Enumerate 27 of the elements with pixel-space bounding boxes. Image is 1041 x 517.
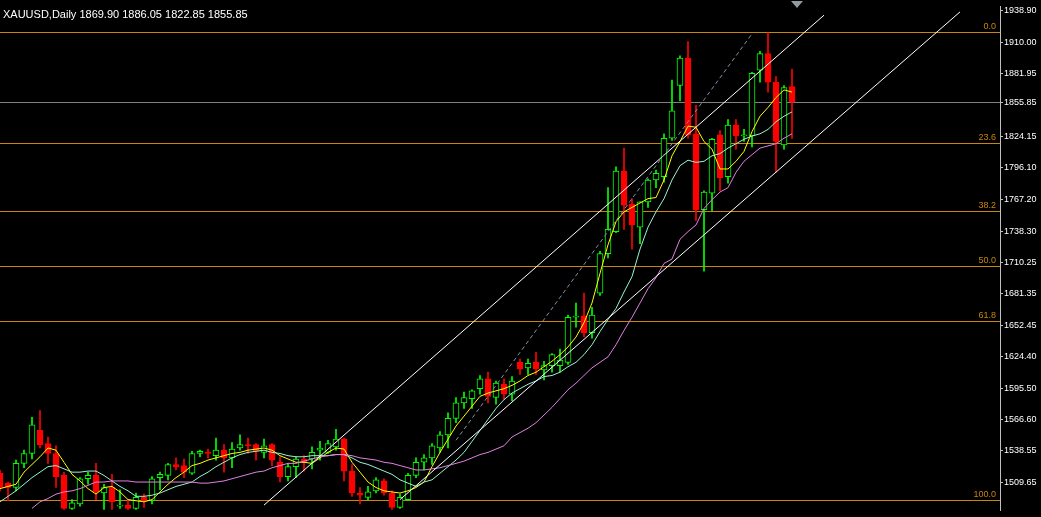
annotation: 50.0 bbox=[978, 255, 996, 266]
y-tick-label: 1824.15 bbox=[1004, 131, 1037, 142]
candlestick bbox=[116, 489, 124, 509]
y-tick-label: 1796.10 bbox=[1004, 162, 1037, 173]
y-tick-label: 1595.50 bbox=[1004, 382, 1037, 393]
y-tick-label: 1652.45 bbox=[1004, 320, 1037, 331]
y-tick-label: 1938.90 bbox=[1004, 5, 1037, 16]
y-tick-label: 1910.00 bbox=[1004, 37, 1037, 48]
candlestick bbox=[572, 302, 580, 328]
y-tick-label: 1566.60 bbox=[1004, 414, 1037, 425]
annotation: 0.0 bbox=[983, 21, 996, 32]
annotation: 100.0 bbox=[973, 489, 996, 500]
y-tick-label: 1738.30 bbox=[1004, 225, 1037, 236]
candlestick bbox=[740, 129, 748, 142]
chart-title: XAUUSD,Daily 1869.90 1886.05 1822.85 1855.85 bbox=[3, 7, 248, 20]
y-tick-label: 1881.95 bbox=[1004, 67, 1037, 78]
y-tick-label: 1624.40 bbox=[1004, 350, 1037, 361]
candlestick bbox=[356, 487, 364, 505]
y-tick-label: 1855.85 bbox=[1004, 96, 1037, 107]
y-tick-label: 1538.55 bbox=[1004, 445, 1037, 456]
y-tick-label: 1710.25 bbox=[1004, 256, 1037, 267]
y-tick-label: 1681.35 bbox=[1004, 288, 1037, 299]
y-tick-label: 1767.20 bbox=[1004, 194, 1037, 204]
y-tick-label: 1509.65 bbox=[1004, 476, 1037, 487]
annotation: 23.6 bbox=[978, 131, 996, 142]
annotation: 61.8 bbox=[978, 310, 996, 321]
annotation: 38.2 bbox=[978, 200, 996, 211]
